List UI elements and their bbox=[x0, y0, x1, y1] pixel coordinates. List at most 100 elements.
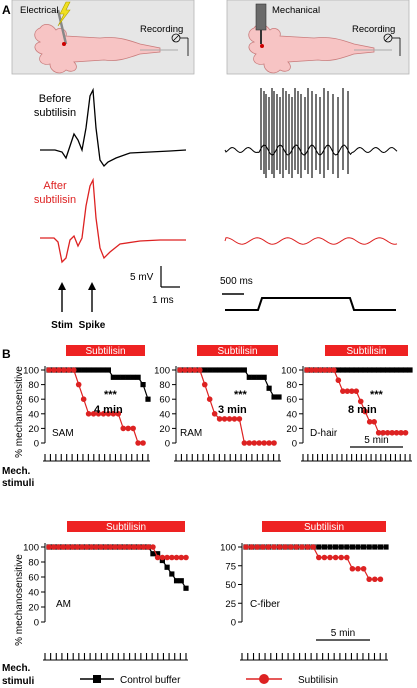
subtilisin-point bbox=[246, 440, 253, 446]
subtilisin-point bbox=[46, 367, 52, 373]
subtilisin-point bbox=[299, 544, 305, 550]
y-tick-label: 60 bbox=[28, 395, 39, 406]
subtilisin-point bbox=[340, 388, 346, 394]
subtilisin-point bbox=[110, 411, 117, 417]
subtilisin-point bbox=[254, 544, 260, 550]
control-point bbox=[371, 367, 377, 373]
subtilisin-point bbox=[183, 554, 189, 561]
subtilisin-point bbox=[372, 576, 378, 583]
subtilisin-point bbox=[70, 367, 77, 373]
stimulus-ticks bbox=[301, 454, 412, 462]
subtilisin-point bbox=[85, 411, 92, 417]
control-point bbox=[251, 374, 257, 380]
control-point bbox=[217, 367, 223, 373]
control-point bbox=[150, 551, 156, 557]
lightning-icon bbox=[57, 1, 71, 27]
subtilisin-point bbox=[353, 388, 360, 394]
onset-annotation: 8 min bbox=[348, 404, 377, 416]
control-point bbox=[105, 367, 111, 373]
subtilisin-point bbox=[169, 554, 175, 561]
control-point bbox=[169, 571, 175, 577]
legend: Control buffer Subtilisin bbox=[80, 674, 338, 686]
subtilisin-point bbox=[348, 388, 355, 394]
subtilisin-point bbox=[310, 544, 317, 550]
recording-label-left: Recording bbox=[140, 24, 183, 35]
control-point bbox=[407, 367, 413, 373]
subtilisin-point bbox=[236, 416, 243, 422]
subtilisin-point bbox=[375, 429, 382, 436]
control-point bbox=[398, 367, 404, 373]
control-point bbox=[231, 367, 238, 373]
y-tick-label: 40 bbox=[159, 409, 170, 420]
y-tick-label: 100 bbox=[23, 543, 39, 554]
subtilisin-point bbox=[335, 377, 342, 384]
y-axis-label-bottom: % mechanosensitive bbox=[14, 554, 25, 646]
subtilisin-point bbox=[389, 429, 395, 436]
subtilisin-point bbox=[260, 544, 266, 550]
subtilisin-bar bbox=[325, 345, 408, 356]
subtilisin-point bbox=[79, 544, 85, 550]
y-tick-label: 20 bbox=[286, 424, 297, 435]
subtilisin-point bbox=[154, 554, 161, 561]
subtilisin-point bbox=[88, 544, 95, 550]
onset-annotation: 3 min bbox=[218, 404, 247, 416]
y-tick-label: 40 bbox=[28, 409, 39, 420]
subtilisin-point bbox=[187, 367, 193, 373]
mechanical-before-baseline bbox=[224, 144, 398, 156]
subtilisin-point bbox=[83, 544, 90, 550]
subtilisin-point bbox=[173, 554, 180, 561]
control-point bbox=[344, 544, 350, 550]
subtilisin-line bbox=[307, 369, 406, 434]
subtilisin-point bbox=[321, 554, 328, 561]
control-point bbox=[333, 544, 339, 550]
subplot-label: AM bbox=[56, 599, 71, 610]
subtilisin-point bbox=[384, 429, 391, 436]
subtilisin-point bbox=[398, 429, 404, 436]
electrical-schematic: Electrical Recording bbox=[11, 0, 195, 75]
subtilisin-point bbox=[56, 367, 62, 373]
subtilisin-point bbox=[112, 544, 118, 550]
subtilisin-point bbox=[226, 416, 233, 422]
control-point bbox=[135, 374, 141, 380]
control-point bbox=[335, 367, 341, 373]
subtilisin-point bbox=[332, 554, 339, 561]
stimulus-step-trace bbox=[225, 297, 396, 311]
subtilisin-bar bbox=[66, 345, 145, 356]
y-tick-label: 0 bbox=[165, 439, 170, 450]
subplot-sam: Subtilisin 0 20 40 60 80 100 SAM *** 4 min bbox=[23, 345, 151, 462]
subtilisin-bar-label: Subtilisin bbox=[85, 346, 125, 357]
legend-control-label: Control buffer bbox=[120, 675, 181, 686]
control-point bbox=[95, 367, 102, 373]
control-point bbox=[383, 544, 389, 550]
control-point bbox=[353, 367, 359, 373]
y-tick-label: 60 bbox=[28, 573, 39, 584]
subtilisin-point bbox=[243, 544, 249, 550]
control-point bbox=[81, 367, 87, 373]
control-point bbox=[402, 367, 409, 373]
subtilisin-point bbox=[117, 544, 123, 550]
y-tick-label: 0 bbox=[231, 618, 236, 629]
subtilisin-point bbox=[120, 425, 127, 432]
subtilisin-point bbox=[357, 398, 364, 405]
subtilisin-point bbox=[90, 411, 97, 417]
spike-arrow-icon bbox=[88, 282, 96, 312]
control-point bbox=[159, 557, 165, 564]
control-point bbox=[90, 367, 97, 373]
after-trace bbox=[40, 177, 186, 264]
recording-label-right: Recording bbox=[352, 24, 395, 35]
subtilisin-point bbox=[326, 367, 333, 373]
mech-stimuli-label-top-1: Mech. bbox=[2, 466, 31, 477]
subplot-label: SAM bbox=[52, 428, 74, 439]
before-trace bbox=[40, 87, 187, 168]
subtilisin-point bbox=[304, 367, 310, 373]
subtilisin-point bbox=[192, 367, 198, 373]
subtilisin-point bbox=[271, 440, 277, 446]
y-tick-label: 0 bbox=[34, 439, 39, 450]
subtilisin-point bbox=[271, 544, 277, 550]
subtilisin-point bbox=[55, 544, 62, 550]
y-tick-label: 60 bbox=[159, 395, 170, 406]
subtilisin-point bbox=[276, 544, 283, 550]
control-point bbox=[164, 564, 170, 570]
control-point bbox=[261, 374, 267, 380]
control-point bbox=[372, 544, 378, 550]
